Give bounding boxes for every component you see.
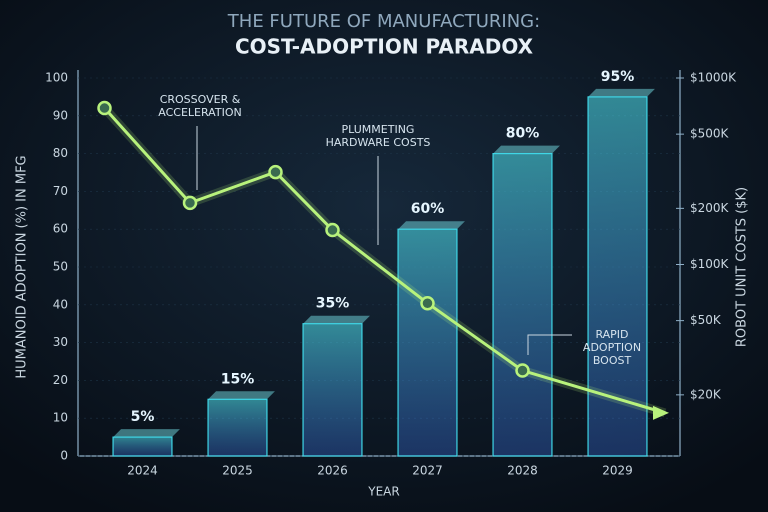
cost-point <box>325 222 340 238</box>
cost-point <box>97 100 112 116</box>
y-axis-label: HUMANOID ADOPTION (%) IN MFG <box>15 155 30 378</box>
annotation: RAPID ADOPTION BOOST <box>583 328 641 367</box>
y2-axis-label: ROBOT UNIT COSTS ($K) <box>735 187 750 347</box>
annotation-line: HARDWARE COSTS <box>326 136 431 149</box>
cost-point <box>268 164 283 180</box>
cost-point <box>515 363 530 378</box>
y-tick-label: 0 <box>60 449 68 463</box>
x-axis-label: YEAR <box>367 485 399 499</box>
annotation-arrow <box>527 334 572 355</box>
y-tick-label: 90 <box>53 108 68 122</box>
bar-top <box>208 391 275 400</box>
bar-top <box>588 88 655 97</box>
annotation-line: CROSSOVER & <box>160 93 241 106</box>
bar-top <box>303 315 370 324</box>
chart-title: THE FUTURE OF MANUFACTURING: <box>227 11 540 32</box>
y2-tick-label: $20K <box>690 387 722 401</box>
bar-top <box>493 145 560 154</box>
bar-top <box>398 221 465 230</box>
y-tick-label: 60 <box>53 222 68 236</box>
bar <box>112 436 173 457</box>
arrow-head <box>653 405 669 420</box>
cost-point <box>420 295 435 311</box>
value-label: 80% <box>506 126 540 142</box>
y-tick-label: 80 <box>53 146 68 160</box>
x-tick-label: 2026 <box>317 464 348 478</box>
y2-tick-label: $50K <box>690 313 722 327</box>
annotation-line: RAPID <box>595 328 628 341</box>
x-tick-label: 2025 <box>222 464 253 478</box>
y-tick-label: 20 <box>53 373 68 387</box>
x-tick-label: 2029 <box>602 464 633 478</box>
bar <box>207 398 268 457</box>
value-label: 15% <box>221 371 255 387</box>
y-tick-label: 70 <box>53 184 68 198</box>
cost-point <box>182 195 198 211</box>
value-label: 95% <box>601 69 635 85</box>
bar <box>302 323 363 457</box>
chart-subtitle: COST-ADOPTION PARADOX <box>235 35 534 59</box>
value-label: 35% <box>316 296 350 312</box>
y-tick-label: 40 <box>53 297 68 311</box>
y2-tick-label: $1000K <box>690 71 737 85</box>
y2-tick-label: $100K <box>690 257 730 271</box>
x-tick-label: 2028 <box>507 464 538 478</box>
y-tick-label: 50 <box>53 260 68 274</box>
annotation: PLUMMETING HARDWARE COSTS <box>326 123 431 149</box>
value-label: 5% <box>131 409 155 425</box>
y2-tick-label: $500K <box>690 127 730 141</box>
y2-tick-label: $200K <box>690 201 730 215</box>
annotation-line: ADOPTION <box>583 341 641 354</box>
bar <box>587 96 648 457</box>
annotation-line: BOOST <box>593 354 632 367</box>
x-tick-label: 2027 <box>412 464 443 478</box>
y-tick-label: 30 <box>53 335 68 349</box>
value-label: 60% <box>411 201 445 217</box>
annotation-line: PLUMMETING <box>342 123 415 136</box>
bar <box>397 228 458 457</box>
y-tick-label: 10 <box>53 411 68 425</box>
bar-top <box>113 429 180 438</box>
x-tick-label: 2024 <box>127 464 158 478</box>
bar <box>492 153 553 457</box>
annotation-line: ACCELERATION <box>158 106 241 119</box>
y-tick-label: 100 <box>45 71 68 85</box>
annotation: CROSSOVER & ACCELERATION <box>158 93 241 119</box>
